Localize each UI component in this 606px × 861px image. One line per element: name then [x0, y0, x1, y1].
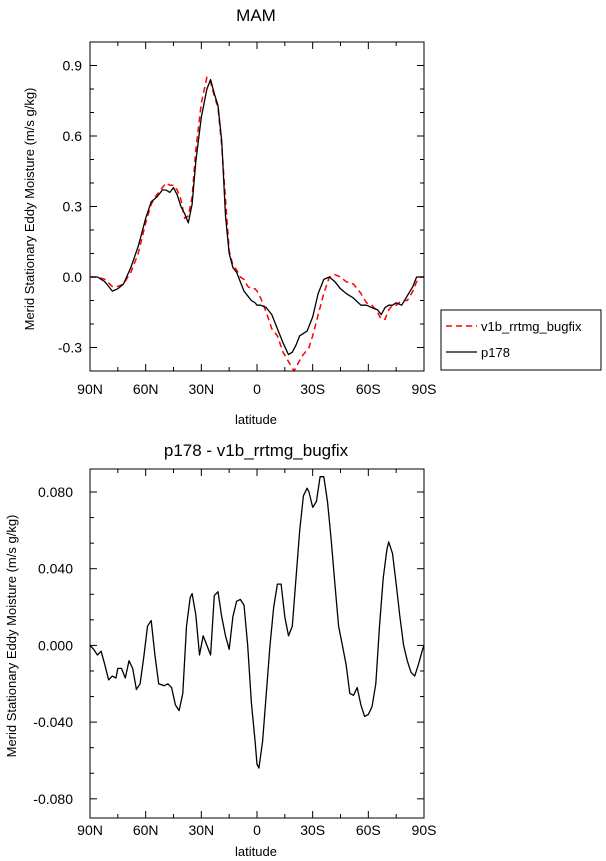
bottom-y-tick-label: 0.000: [38, 637, 73, 653]
bottom-panel: p178 - v1b_rrtmg_bugfix Merid Stationary…: [4, 441, 436, 859]
bottom-series-line-p178-v1b-rrtmg-bugfix: [89, 476, 425, 769]
bottom-x-tick-label: 60N: [133, 822, 159, 838]
top-chart-title: MAM: [236, 6, 276, 25]
top-series-line-v1b-rrtmg-bugfix: [90, 76, 424, 372]
top-plot-frame: [89, 41, 425, 372]
bottom-series-group: [89, 476, 425, 769]
bottom-y-tick-label: 0.040: [38, 561, 73, 577]
legend-label-v1b: v1b_rrtmg_bugfix: [481, 319, 582, 334]
bottom-x-tick-label: 30N: [188, 822, 214, 838]
top-series-line-p178: [90, 78, 424, 356]
legend-box: [440, 309, 602, 371]
top-x-axis-label: latitude: [235, 412, 277, 427]
legend-label-p178: p178: [481, 345, 510, 360]
top-y-tick-label: 0.6: [63, 128, 83, 144]
top-x-ticks: 90N 60N 30N 0 30S 60S 90S: [77, 42, 436, 397]
bottom-x-ticks: 90N 60N 30N 0 30S 60S 90S: [77, 469, 436, 838]
bottom-x-tick-label: 90N: [77, 822, 103, 838]
top-x-tick-label: 30N: [188, 381, 214, 397]
top-x-tick-label: 90S: [412, 381, 437, 397]
top-y-tick-label: 0.0: [63, 269, 83, 285]
top-series-group: [90, 76, 424, 372]
bottom-plot-frame: [89, 468, 425, 819]
top-panel: MAM Merid Stationary Eddy Moisture (m/s …: [22, 6, 602, 427]
bottom-x-tick-label: 30S: [300, 822, 325, 838]
top-y-tick-label: 0.3: [63, 199, 83, 215]
top-x-tick-label: 60N: [133, 381, 159, 397]
top-y-tick-label: 0.9: [63, 58, 83, 74]
bottom-y-ticks: -0.080 -0.040 0.000 0.040 0.080: [33, 484, 424, 807]
bottom-x-tick-label: 0: [253, 822, 261, 838]
top-x-tick-label: 0: [253, 381, 261, 397]
top-x-tick-label: 60S: [356, 381, 381, 397]
bottom-x-tick-label: 60S: [356, 822, 381, 838]
bottom-x-tick-label: 90S: [412, 822, 437, 838]
top-x-tick-label: 30S: [300, 381, 325, 397]
top-x-tick-label: 90N: [77, 381, 103, 397]
top-y-tick-label: -0.3: [58, 340, 82, 356]
bottom-y-tick-label: -0.040: [33, 714, 73, 730]
bottom-y-tick-label: 0.080: [38, 484, 73, 500]
top-y-axis-label: Merid Stationary Eddy Moisture (m/s g/kg…: [22, 88, 37, 331]
bottom-y-tick-label: -0.080: [33, 791, 73, 807]
legend: v1b_rrtmg_bugfix p178: [440, 309, 602, 371]
bottom-y-axis-label: Merid Stationary Eddy Moisture (m/s g/kg…: [4, 515, 19, 758]
bottom-x-axis-label: latitude: [235, 844, 277, 859]
bottom-chart-title: p178 - v1b_rrtmg_bugfix: [164, 441, 349, 460]
top-y-ticks: -0.3 0.0 0.3 0.6 0.9: [58, 41, 424, 372]
